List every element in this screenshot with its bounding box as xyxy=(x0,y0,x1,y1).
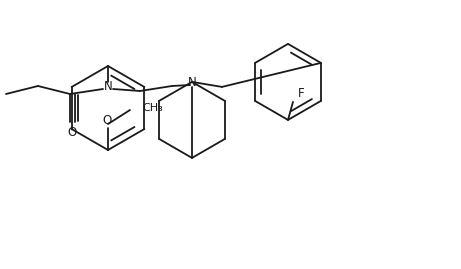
Text: O: O xyxy=(67,126,77,139)
Text: N: N xyxy=(104,80,112,93)
Text: N: N xyxy=(188,76,196,90)
Text: O: O xyxy=(102,114,112,126)
Text: CH₃: CH₃ xyxy=(142,103,163,113)
Text: F: F xyxy=(298,87,305,100)
